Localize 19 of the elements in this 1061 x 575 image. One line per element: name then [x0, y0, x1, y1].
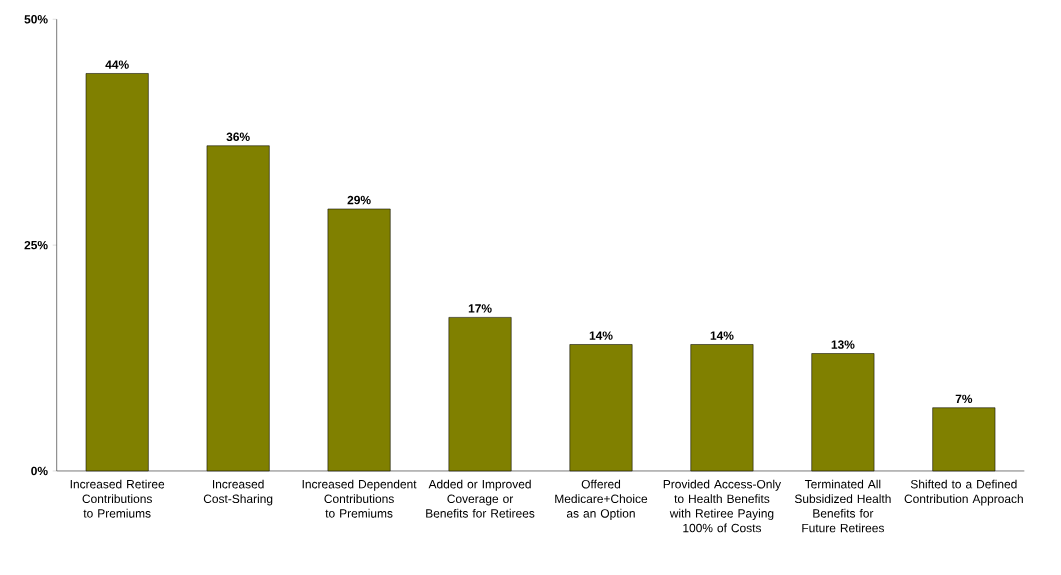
x-tick-label: Increased Dependent Contributions to Premiums [302, 479, 417, 518]
x-tick-label: Offered Medicare+Choice as an Option [555, 479, 648, 521]
data-label: 29% [347, 195, 371, 205]
x-tick-label: Increased Cost-Sharing [203, 479, 273, 506]
x-tick-label: Provided Access-Only to Health Benefits with Retiree Paying 100% of Costs [663, 479, 782, 533]
y-tick-label: 50% [24, 15, 48, 24]
data-label: 14% [710, 331, 734, 340]
data-label: 44% [105, 60, 129, 69]
y-tick-label: 0% [31, 466, 48, 476]
data-label: 13% [831, 340, 855, 349]
data-label: 36% [226, 132, 250, 142]
x-tick-label: Increased Retiree Contributions to Premiums [70, 479, 165, 518]
data-label: 14% [589, 331, 613, 340]
x-tick-label: Terminated All Subsidized Health Benefits for Future Retirees [794, 479, 891, 533]
x-tick-label: Shifted to a Defined Contribution Approach [904, 479, 1023, 506]
y-tick-label: 25% [24, 240, 48, 250]
x-tick-label: Added or Improved Coverage or Benefits for Retirees [426, 479, 535, 518]
data-label: 17% [468, 304, 492, 313]
data-label: 7% [955, 394, 973, 404]
